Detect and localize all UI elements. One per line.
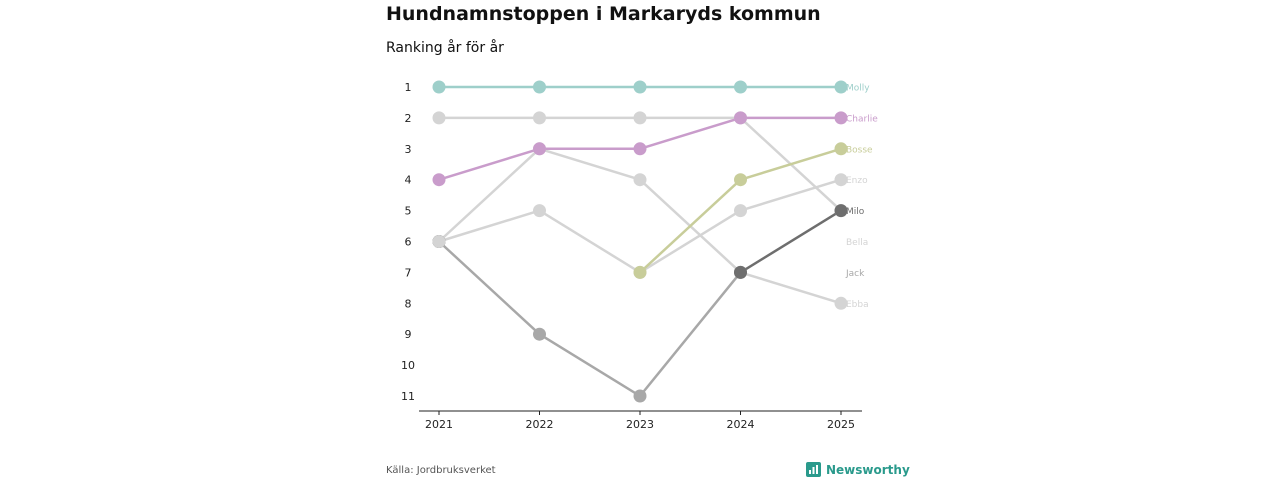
series-label-bella: Bella	[846, 238, 868, 248]
y-tick-label: 4	[405, 174, 412, 187]
x-tick-label: 2021	[425, 418, 453, 431]
data-point-milo	[834, 204, 848, 218]
series-line-jack	[437, 240, 742, 398]
x-tick-label: 2024	[727, 418, 755, 431]
y-tick-label: 1	[405, 81, 412, 94]
y-tick-label: 8	[405, 297, 412, 310]
x-tick-label: 2025	[827, 418, 855, 431]
data-point-bosse	[834, 142, 848, 156]
chart-subtitle: Ranking år för år	[386, 40, 504, 56]
source-note: Källa: Jordbruksverket	[386, 465, 496, 476]
data-point-milo	[734, 265, 747, 279]
data-point-bosse	[734, 173, 747, 187]
data-point-jack	[633, 389, 647, 403]
data-point-molly	[834, 80, 848, 94]
y-tick-label: 9	[405, 328, 412, 341]
x-tick-label: 2023	[626, 418, 654, 431]
data-point-bosse	[633, 265, 647, 279]
data-point-charlie	[633, 142, 647, 156]
x-tick-label: 2022	[526, 418, 554, 431]
data-point-ebba	[834, 296, 848, 310]
series-label-enzo: Enzo	[846, 176, 868, 186]
data-point-charlie	[533, 142, 546, 156]
y-tick-label: 11	[401, 390, 415, 403]
series-label-bosse: Bosse	[846, 145, 873, 155]
y-tick-label: 10	[401, 359, 415, 372]
series-line-enzo	[437, 178, 843, 274]
data-point-charlie	[734, 111, 747, 125]
data-point-molly	[734, 80, 747, 94]
data-point-bella	[633, 111, 647, 125]
newsworthy-logo-icon	[806, 462, 821, 477]
y-tick-label: 5	[405, 205, 412, 218]
data-point-charlie	[432, 173, 446, 187]
data-point-enzo	[834, 173, 848, 187]
brand-logo[interactable]: Newsworthy	[806, 462, 910, 477]
series-label-molly: Molly	[846, 84, 870, 94]
data-point-molly	[432, 80, 446, 94]
y-tick-label: 7	[405, 266, 412, 279]
series-line-ebba	[437, 147, 843, 305]
data-point-ebba	[633, 173, 647, 187]
data-point-molly	[533, 80, 546, 94]
data-point-enzo	[533, 204, 546, 218]
brand-name: Newsworthy	[826, 462, 910, 477]
series-line-bella	[437, 116, 843, 212]
data-point-enzo	[432, 235, 446, 248]
series-line-milo	[739, 209, 843, 274]
data-point-molly	[633, 80, 647, 94]
series-label-ebba: Ebba	[846, 300, 869, 310]
series-label-milo: Milo	[846, 207, 865, 217]
data-point-bella	[432, 111, 446, 125]
data-point-jack	[533, 327, 546, 341]
data-point-charlie	[834, 111, 848, 125]
y-tick-label: 3	[405, 143, 412, 156]
chart-title: Hundnamnstoppen i Markaryds kommun	[386, 3, 821, 25]
series-label-jack: Jack	[845, 269, 865, 279]
data-point-enzo	[734, 204, 747, 218]
y-tick-label: 6	[405, 236, 412, 249]
data-point-bella	[533, 111, 546, 125]
y-tick-label: 2	[405, 112, 412, 125]
series-label-charlie: Charlie	[846, 114, 878, 124]
